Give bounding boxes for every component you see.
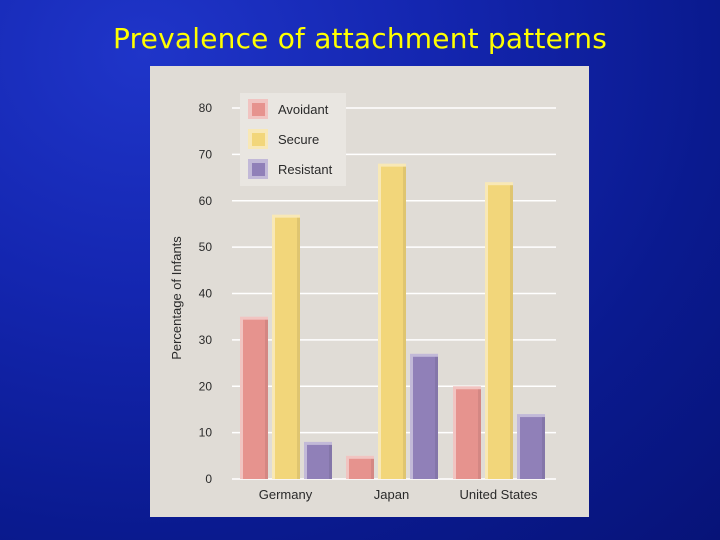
y-tick-label: 50: [199, 240, 213, 254]
bar-body: [381, 166, 403, 479]
bar-resistant-japan: [410, 353, 438, 479]
bar-body: [520, 417, 542, 479]
bar-shadow: [435, 356, 438, 479]
bar-chart: 0 10 20 30 40 50 60 70 80 Germany Japan United Sta…: [169, 93, 556, 502]
y-tick-label: 20: [199, 379, 213, 393]
bar-body: [456, 389, 478, 479]
bar-shadow: [478, 389, 481, 479]
bar-resistant-germany: [304, 441, 332, 479]
y-tick-label: 40: [199, 287, 213, 301]
slide-title: Prevalence of attachment patterns: [112, 22, 608, 55]
y-tick-label: 10: [199, 426, 213, 440]
bar-body: [413, 356, 435, 479]
bar-resistant-united-states: [517, 414, 545, 479]
legend-item: Resistant: [248, 159, 333, 179]
bar-body: [275, 217, 297, 479]
bar-secure-germany: [272, 214, 300, 479]
bar-secure-united-states: [485, 182, 513, 479]
bar-body: [488, 185, 510, 479]
bar-shadow: [265, 319, 268, 479]
y-axis-ticks: 0 10 20 30 40 50 60 70 80: [199, 101, 213, 486]
bar-avoidant-united-states: [453, 386, 481, 479]
chart-panel: 0 10 20 30 40 50 60 70 80 Germany Japan United Sta…: [150, 66, 589, 517]
y-tick-label: 80: [199, 101, 213, 115]
y-tick-label: 60: [199, 194, 213, 208]
legend-label: Resistant: [278, 162, 333, 177]
legend-item: Secure: [248, 129, 319, 149]
legend-label: Secure: [278, 132, 319, 147]
bar-shadow: [297, 217, 300, 479]
bar-avoidant-germany: [240, 316, 268, 479]
bar-shadow: [403, 166, 406, 479]
legend-swatch: [252, 103, 265, 116]
x-axis-labels: Germany Japan United States: [259, 487, 538, 502]
x-tick-label: United States: [459, 487, 538, 502]
legend: Avoidant Secure Resistant: [240, 93, 346, 186]
y-tick-label: 70: [199, 147, 213, 161]
legend-swatch: [252, 133, 265, 146]
bar-shadow: [371, 458, 374, 479]
x-tick-label: Japan: [374, 487, 409, 502]
bar-body: [349, 458, 371, 479]
y-tick-label: 0: [205, 472, 212, 486]
bar-body: [307, 444, 329, 479]
legend-item: Avoidant: [248, 99, 329, 119]
bar-shadow: [510, 185, 513, 479]
x-tick-label: Germany: [259, 487, 313, 502]
bar-avoidant-japan: [346, 455, 374, 479]
bar-shadow: [329, 444, 332, 479]
bars: [240, 163, 545, 479]
y-tick-label: 30: [199, 333, 213, 347]
bar-secure-japan: [378, 163, 406, 479]
bar-shadow: [542, 417, 545, 479]
legend-label: Avoidant: [278, 102, 329, 117]
legend-swatch: [252, 163, 265, 176]
y-axis-label: Percentage of Infants: [169, 236, 184, 360]
bar-body: [243, 319, 265, 479]
